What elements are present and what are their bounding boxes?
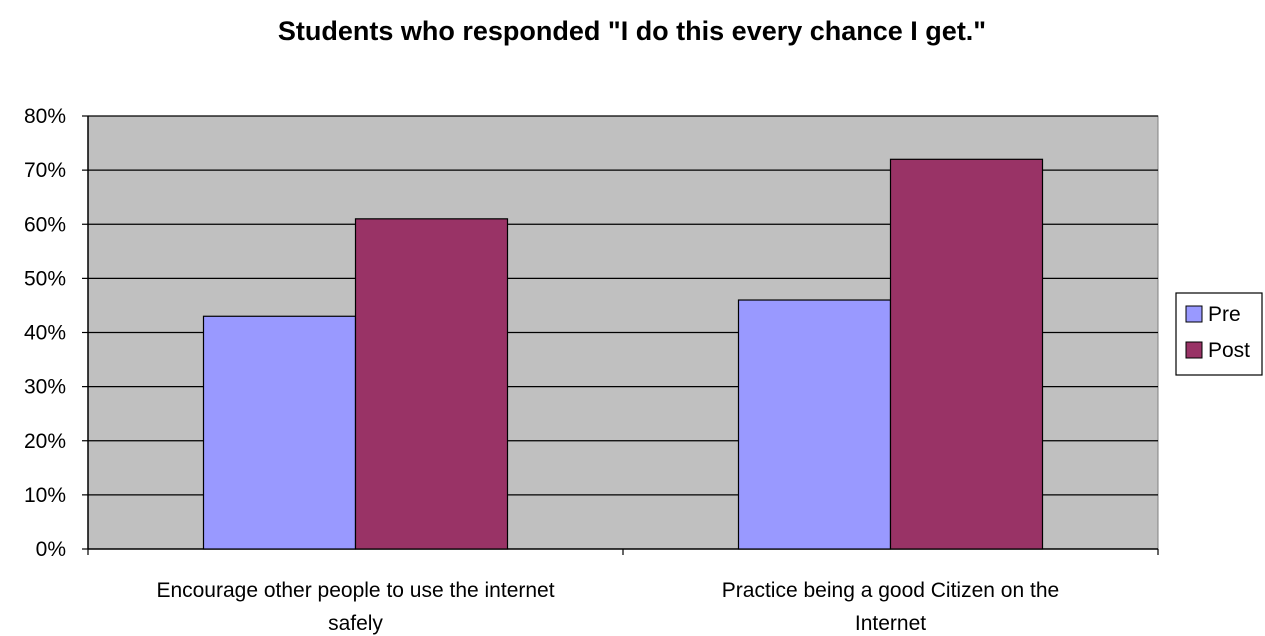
legend-label-post: Post — [1208, 339, 1250, 362]
category-label: Internet — [855, 612, 926, 635]
category-label: safely — [328, 612, 383, 635]
chart-title: Students who responded "I do this every … — [278, 16, 986, 46]
category-label: Practice being a good Citizen on the — [722, 579, 1059, 602]
bar-pre-2 — [737, 299, 892, 550]
bar-post-2 — [889, 158, 1044, 550]
y-tick-label: 0% — [36, 538, 66, 561]
y-tick-label: 50% — [24, 267, 66, 290]
category-label: Encourage other people to use the intern… — [156, 579, 554, 602]
y-tick-label: 80% — [24, 105, 66, 128]
legend-swatch-pre — [1185, 305, 1203, 323]
y-tick-label: 70% — [24, 159, 66, 182]
legend: Pre Post — [1175, 292, 1263, 376]
bar-pre-1 — [202, 315, 357, 550]
y-tick-label: 40% — [24, 322, 66, 345]
bar-post-1 — [354, 218, 509, 550]
legend-swatch-post — [1185, 341, 1203, 359]
y-tick-label: 30% — [24, 376, 66, 399]
legend-label-pre: Pre — [1208, 303, 1241, 326]
y-tick-label: 60% — [24, 213, 66, 236]
y-tick-label: 10% — [24, 484, 66, 507]
plot-area: 0% 10% 20% 30% 40% 50% 60% 70% 80% Encourage othe… — [24, 105, 1159, 635]
y-tick-label: 20% — [24, 430, 66, 453]
